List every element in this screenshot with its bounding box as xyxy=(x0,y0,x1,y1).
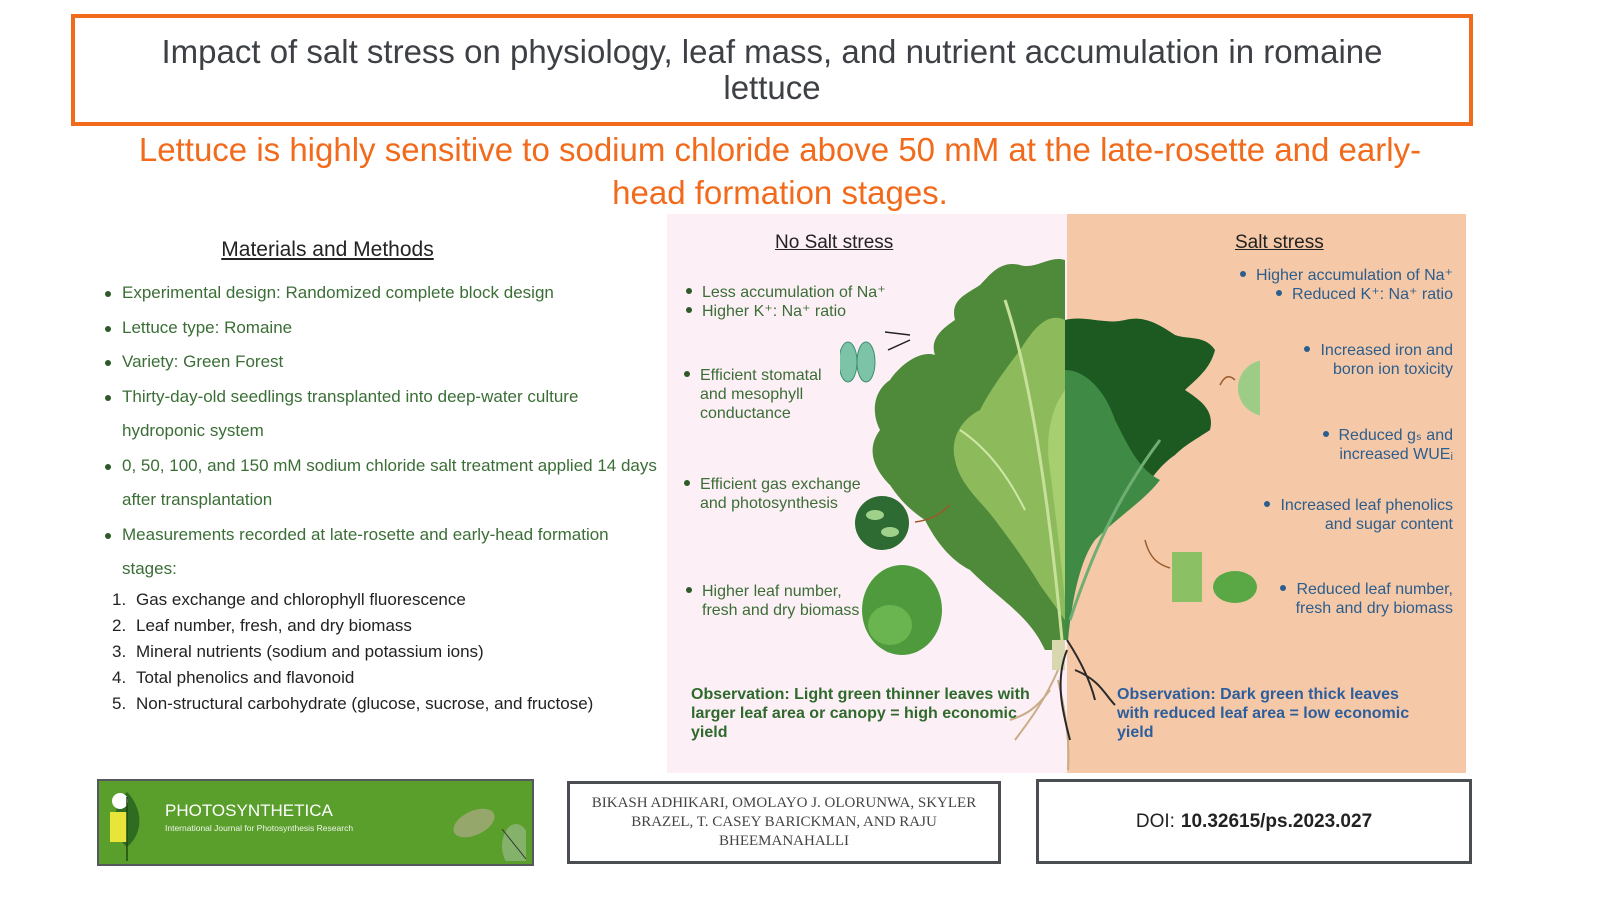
lettuce-illustration-icon xyxy=(840,258,1260,771)
measurement-item: 5. Non-structural carbohydrate (glucose, … xyxy=(112,693,594,713)
methods-bullet: Lettuce type: Romaine xyxy=(100,311,660,346)
methods-section: Materials and Methods Experimental desig… xyxy=(100,238,660,717)
authors-box: BIKASH ADHIKARI, OMOLAYO J. OLORUNWA, SK… xyxy=(567,781,1001,864)
no-salt-heading: No Salt stress xyxy=(775,232,894,253)
no-salt-item: Higher leaf number, fresh and dry biomas… xyxy=(686,582,871,620)
measurement-item: 2. Leaf number, fresh, and dry biomass xyxy=(112,615,412,635)
methods-heading: Materials and Methods xyxy=(221,238,434,261)
salt-stress-heading: Salt stress xyxy=(1235,232,1324,253)
salt-item: Higher accumulation of Na⁺ xyxy=(1240,266,1453,285)
no-salt-item: Higher K⁺: Na⁺ ratio xyxy=(686,302,846,321)
doi-link[interactable]: 10.32615/ps.2023.027 xyxy=(1180,810,1373,832)
methods-bullet: Variety: Green Forest xyxy=(100,345,660,380)
no-salt-item: Efficient gas exchange and photosynthesi… xyxy=(684,475,879,513)
journal-banner: PHOTOSYNTHETICA International Journal fo… xyxy=(97,779,534,866)
methods-bullet: Thirty-day-old seedlings transplanted in… xyxy=(100,380,660,449)
no-salt-item: Less accumulation of Na⁺ xyxy=(686,283,886,302)
salt-observation: Observation: Dark green thick leaves wit… xyxy=(1117,686,1410,741)
measurement-item: 4. Total phenolics and flavonoid xyxy=(112,667,355,687)
measurements-list: 1. Gas exchange and chlorophyll fluoresce… xyxy=(100,587,660,717)
methods-bullet: 0, 50, 100, and 150 mM sodium chloride s… xyxy=(100,449,660,518)
key-finding: Lettuce is highly sensitive to sodium ch… xyxy=(138,131,1422,211)
decorative-leaves-icon xyxy=(453,808,526,861)
salt-item: Reduced leaf number, fresh and dry bioma… xyxy=(1268,580,1453,618)
doi-label: DOI: xyxy=(1135,810,1175,832)
methods-list: Experimental design: Randomized complete… xyxy=(100,276,660,587)
methods-bullet: Experimental design: Randomized complete… xyxy=(100,276,660,311)
measurement-item: 1. Gas exchange and chlorophyll fluoresce… xyxy=(112,589,466,609)
leaf-logo-icon xyxy=(110,792,140,861)
methods-bullet: Measurements recorded at late-rosette an… xyxy=(100,518,660,587)
journal-name: PHOTOSYNTHETICA xyxy=(165,801,333,820)
title-box: Impact of salt stress on physiology, lea… xyxy=(71,14,1473,126)
page-title: Impact of salt stress on physiology, lea… xyxy=(161,33,1383,106)
salt-item: Reduced K⁺: Na⁺ ratio xyxy=(1276,285,1453,304)
doi-box: DOI: 10.32615/ps.2023.027 xyxy=(1036,779,1472,864)
no-salt-observation: Observation: Light green thinner leaves … xyxy=(691,686,1030,741)
journal-subtitle: International Journal for Photosynthesis… xyxy=(165,823,354,833)
salt-item: Reduced gₛ and increased WUEᵢ xyxy=(1313,426,1453,464)
salt-item: Increased leaf phenolics and sugar conte… xyxy=(1253,496,1453,534)
no-salt-item: Efficient stomatal and mesophyll conduct… xyxy=(684,366,834,423)
measurement-item: 3. Mineral nutrients (sodium and potassiu… xyxy=(112,641,484,661)
salt-item: Increased iron and boron ion toxicity xyxy=(1293,341,1453,379)
